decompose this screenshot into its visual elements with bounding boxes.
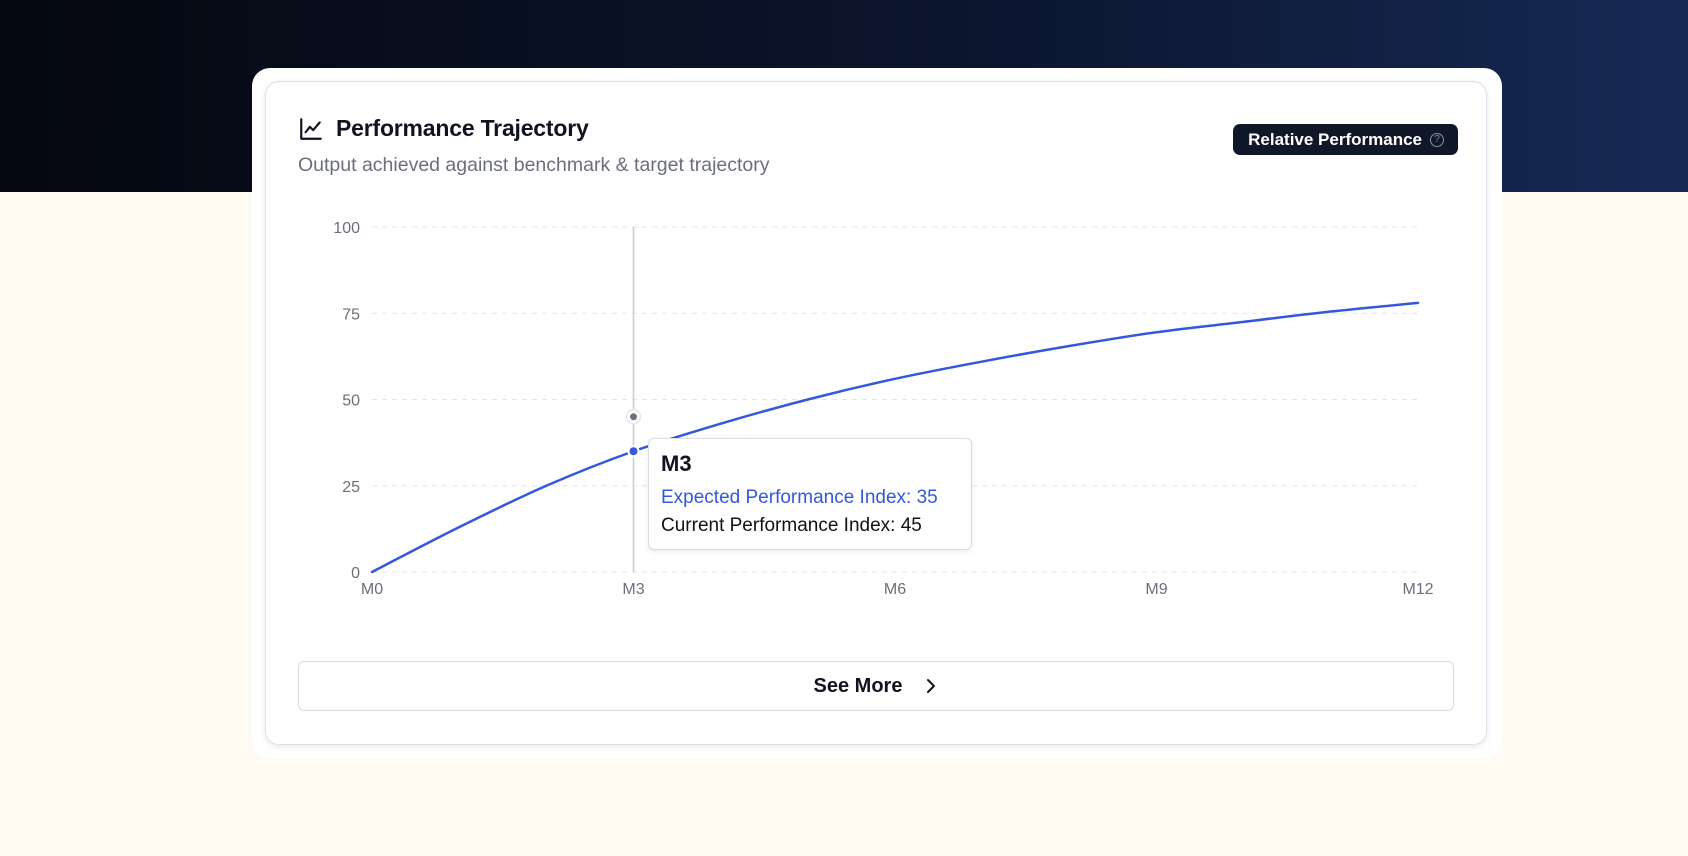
title-row: Performance Trajectory [298, 115, 1458, 142]
help-circle-icon[interactable]: ? [1430, 132, 1444, 147]
see-more-label: See More [813, 674, 903, 697]
expected-performance-line [370, 301, 1420, 574]
current-performance-point [630, 413, 637, 421]
x-tick-label: M0 [361, 581, 383, 598]
badge-label: Relative Performance [1248, 129, 1422, 149]
tooltip-current-value: Current Performance Index: 45 [661, 515, 922, 536]
card-title: Performance Trajectory [336, 115, 589, 141]
expected-performance-point [627, 445, 640, 458]
tooltip-expected-value: Expected Performance Index: 35 [661, 487, 938, 508]
card-subtitle: Output achieved against benchmark & targ… [298, 154, 770, 176]
x-tick-label: M12 [1402, 581, 1433, 598]
y-tick-label: 25 [342, 479, 360, 496]
x-axis-ticks: M0 M3 M6 M9 M12 [361, 581, 1434, 598]
chevron-right-icon [927, 679, 936, 693]
see-more-button[interactable]: See More [298, 661, 1454, 711]
x-tick-label: M6 [884, 581, 906, 598]
x-tick-label: M3 [622, 581, 644, 598]
performance-chart: 0 25 50 75 100 M0 M3 M6 M9 M12 [333, 220, 1434, 598]
tooltip-title: M3 [661, 451, 692, 476]
chart-markers [625, 409, 642, 458]
x-tick-label: M9 [1145, 581, 1167, 598]
chart-series [370, 301, 1420, 574]
performance-card: Performance Trajectory Output achieved a… [265, 81, 1487, 745]
line-chart-icon [300, 117, 322, 140]
y-axis-ticks: 0 25 50 75 100 [333, 220, 360, 582]
relative-performance-badge[interactable]: Relative Performance ? [1233, 124, 1458, 155]
y-tick-label: 0 [351, 565, 360, 582]
y-tick-label: 75 [342, 306, 360, 323]
y-tick-label: 100 [333, 220, 360, 237]
chart-tooltip: M3 Expected Performance Index: 35 Curren… [648, 438, 972, 550]
y-tick-label: 50 [342, 393, 360, 410]
card-header: Performance Trajectory Output achieved a… [298, 115, 1458, 185]
